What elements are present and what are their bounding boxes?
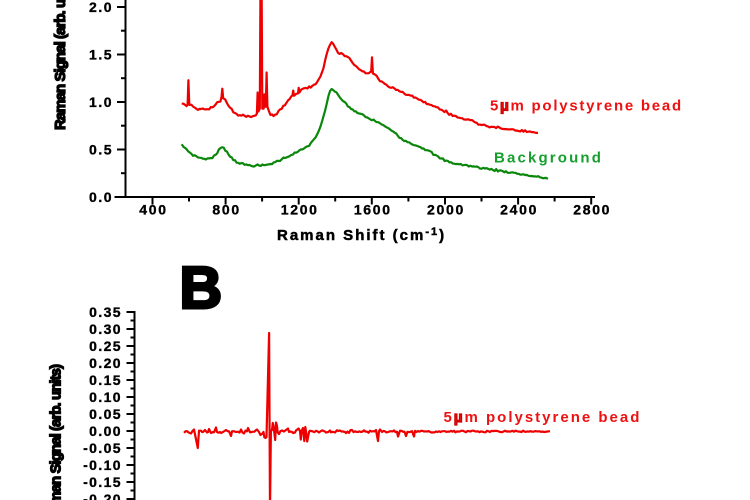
svg-text:1200: 1200 xyxy=(281,202,319,218)
svg-text:-0.15: -0.15 xyxy=(83,474,122,490)
svg-text:-0.20: -0.20 xyxy=(83,491,122,500)
svg-text:0.00: 0.00 xyxy=(89,423,122,439)
svg-text:0.0: 0.0 xyxy=(89,189,113,205)
svg-text:-0.05: -0.05 xyxy=(83,440,122,456)
svg-text:0.20: 0.20 xyxy=(89,355,122,371)
svg-text:Raman Signal (arb. units): Raman Signal (arb. units) xyxy=(48,364,65,500)
svg-text:2000: 2000 xyxy=(427,202,465,218)
svg-text:Raman Signal (arb. units): Raman Signal (arb. units) xyxy=(52,0,69,130)
svg-text:1600: 1600 xyxy=(354,202,392,218)
svg-text:1.5: 1.5 xyxy=(89,47,113,63)
svg-text:0.30: 0.30 xyxy=(89,321,122,337)
svg-text:2800: 2800 xyxy=(573,202,611,218)
svg-text:2400: 2400 xyxy=(500,202,538,218)
svg-text:400: 400 xyxy=(139,202,167,218)
svg-text:0.35: 0.35 xyxy=(89,304,122,320)
svg-text:0.25: 0.25 xyxy=(89,338,122,354)
svg-text:B: B xyxy=(180,255,223,321)
svg-text:0.05: 0.05 xyxy=(89,406,122,422)
svg-text:Background: Background xyxy=(494,149,603,166)
svg-text:0.5: 0.5 xyxy=(89,142,113,158)
svg-text:1.0: 1.0 xyxy=(89,94,113,110)
svg-text:2.0: 2.0 xyxy=(89,0,113,15)
svg-text:0.10: 0.10 xyxy=(89,389,122,405)
svg-text:0.15: 0.15 xyxy=(89,372,122,388)
svg-text:5µm polystyrene bead: 5µm polystyrene bead xyxy=(444,409,642,426)
svg-text:800: 800 xyxy=(212,202,240,218)
svg-text:Raman Shift (cm-1): Raman Shift (cm-1) xyxy=(277,226,446,244)
svg-text:-0.10: -0.10 xyxy=(83,457,122,473)
svg-text:5µm polystyrene bead: 5µm polystyrene bead xyxy=(490,98,683,115)
